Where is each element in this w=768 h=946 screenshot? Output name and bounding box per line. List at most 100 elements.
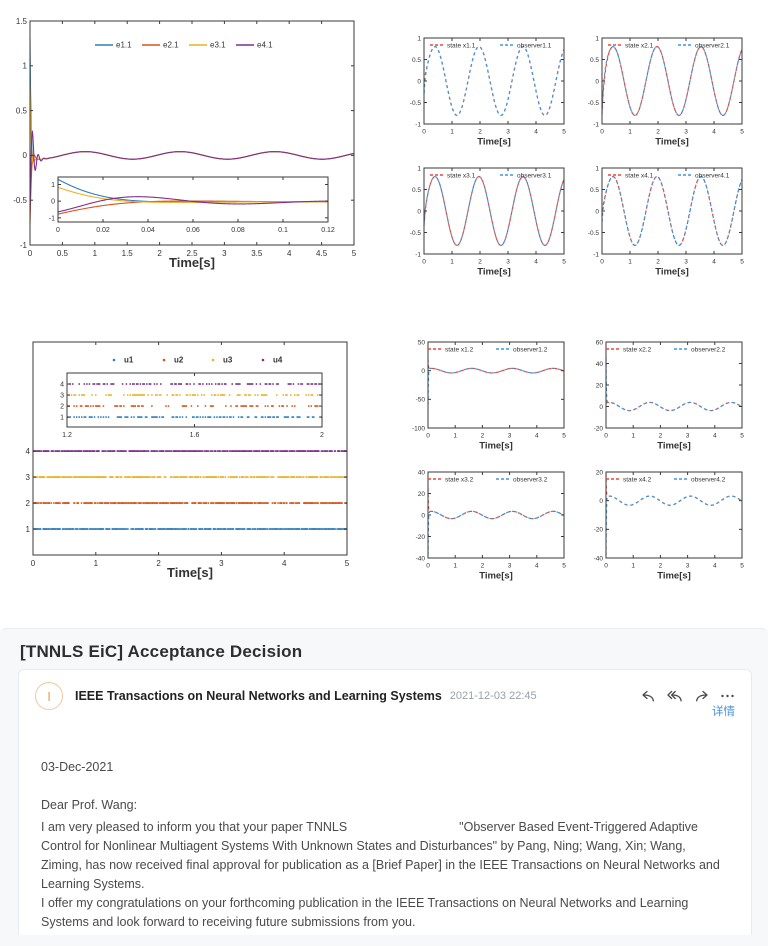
svg-text:1: 1 xyxy=(26,525,31,534)
forward-icon[interactable] xyxy=(694,690,709,702)
email-date: 03-Dec-2021 xyxy=(41,760,114,774)
svg-text:2: 2 xyxy=(478,259,482,266)
svg-text:3: 3 xyxy=(508,433,512,440)
svg-text:0: 0 xyxy=(595,78,599,85)
svg-text:-40: -40 xyxy=(416,555,426,562)
svg-text:-20: -20 xyxy=(594,425,604,432)
svg-text:0.5: 0.5 xyxy=(590,57,599,64)
svg-text:2: 2 xyxy=(659,433,663,440)
svg-text:4.5: 4.5 xyxy=(316,249,328,258)
svg-text:3: 3 xyxy=(686,563,690,570)
svg-text:5: 5 xyxy=(345,559,350,568)
svg-text:Time[s]: Time[s] xyxy=(657,441,691,452)
svg-text:4: 4 xyxy=(535,563,539,570)
svg-text:0.04: 0.04 xyxy=(141,227,155,234)
svg-text:0: 0 xyxy=(31,559,36,568)
svg-text:3: 3 xyxy=(222,249,227,258)
svg-text:observer3.1: observer3.1 xyxy=(517,173,552,180)
svg-text:u3: u3 xyxy=(223,356,233,365)
svg-text:1: 1 xyxy=(595,35,599,42)
figure-state-observer-4-2: 0 1 2 3 4 5 -40 -20 0 20 Time[s] state x4.2 observer… xyxy=(594,469,745,581)
reply-icon[interactable] xyxy=(641,690,656,702)
svg-text:4: 4 xyxy=(712,259,716,266)
svg-text:0: 0 xyxy=(604,433,608,440)
svg-text:4: 4 xyxy=(713,563,717,570)
svg-text:0: 0 xyxy=(51,199,55,206)
svg-text:0: 0 xyxy=(422,259,426,266)
svg-text:-1: -1 xyxy=(415,251,421,258)
svg-text:-0.5: -0.5 xyxy=(410,230,422,237)
svg-text:e4.1: e4.1 xyxy=(257,41,273,50)
svg-text:observer4.1: observer4.1 xyxy=(695,173,730,180)
svg-text:1: 1 xyxy=(628,259,632,266)
svg-text:5: 5 xyxy=(562,129,566,136)
svg-text:0.08: 0.08 xyxy=(231,227,245,234)
avatar-letter: I xyxy=(47,688,51,704)
svg-text:20: 20 xyxy=(418,491,426,498)
svg-text:e1.1: e1.1 xyxy=(116,41,132,50)
svg-text:1: 1 xyxy=(450,129,454,136)
svg-text:1.2: 1.2 xyxy=(62,432,72,439)
email-window: [TNNLS EiC] Acceptance Decision I IEEE T… xyxy=(0,628,768,946)
svg-text:0: 0 xyxy=(56,227,60,234)
email-body: 03-Dec-2021 Dear Prof. Wang: I am very p… xyxy=(19,710,751,932)
svg-text:3: 3 xyxy=(60,392,64,399)
svg-text:1: 1 xyxy=(631,433,635,440)
svg-text:-1: -1 xyxy=(593,251,599,258)
svg-text:0.06: 0.06 xyxy=(186,227,200,234)
svg-text:4: 4 xyxy=(535,433,539,440)
svg-text:1: 1 xyxy=(51,182,55,189)
svg-text:observer4.2: observer4.2 xyxy=(691,477,726,484)
svg-text:1.5: 1.5 xyxy=(122,249,134,258)
svg-text:0: 0 xyxy=(426,563,430,570)
svg-text:1: 1 xyxy=(631,563,635,570)
svg-text:state x1.2: state x1.2 xyxy=(445,347,474,354)
figure-state-observer-1-2: 0 1 2 3 4 5 -100 -50 0 50 Time[s] state x1.2 observe… xyxy=(412,339,566,451)
svg-text:state x4.2: state x4.2 xyxy=(623,477,652,484)
svg-text:2: 2 xyxy=(478,129,482,136)
svg-text:2: 2 xyxy=(659,563,663,570)
svg-text:40: 40 xyxy=(596,361,604,368)
figure-state-observer-2-1: 0 1 2 3 4 5 -1 -0.5 0 0.5 1 Time[s] state x2.1 observ… xyxy=(588,35,744,148)
sender-avatar: I xyxy=(35,682,63,710)
svg-text:0.1: 0.1 xyxy=(278,227,288,234)
svg-text:0: 0 xyxy=(604,563,608,570)
svg-text:1: 1 xyxy=(93,249,98,258)
svg-text:20: 20 xyxy=(596,469,604,476)
svg-text:-1: -1 xyxy=(593,121,599,128)
svg-text:Time[s]: Time[s] xyxy=(479,571,513,582)
svg-text:2: 2 xyxy=(26,499,31,508)
svg-text:4: 4 xyxy=(713,433,717,440)
svg-text:Time[s]: Time[s] xyxy=(477,267,511,278)
svg-text:5: 5 xyxy=(740,259,744,266)
svg-text:-20: -20 xyxy=(416,534,426,541)
svg-text:1: 1 xyxy=(595,165,599,172)
svg-text:0.5: 0.5 xyxy=(412,57,421,64)
svg-text:2: 2 xyxy=(656,129,660,136)
svg-text:1: 1 xyxy=(417,35,421,42)
svg-text:Time[s]: Time[s] xyxy=(655,137,689,148)
svg-text:Time[s]: Time[s] xyxy=(167,565,213,580)
svg-text:0: 0 xyxy=(28,249,33,258)
svg-text:1: 1 xyxy=(628,129,632,136)
svg-text:40: 40 xyxy=(418,469,426,476)
svg-text:u1: u1 xyxy=(124,356,134,365)
svg-text:1: 1 xyxy=(453,433,457,440)
svg-text:3: 3 xyxy=(684,259,688,266)
svg-text:0: 0 xyxy=(417,208,421,215)
svg-text:observer3.2: observer3.2 xyxy=(513,477,548,484)
svg-text:Time[s]: Time[s] xyxy=(169,255,215,270)
svg-text:0: 0 xyxy=(599,498,603,505)
svg-text:2: 2 xyxy=(156,559,161,568)
details-link[interactable]: 详情 xyxy=(712,706,735,718)
svg-text:-1: -1 xyxy=(20,241,28,250)
svg-text:2: 2 xyxy=(320,432,324,439)
svg-text:2: 2 xyxy=(656,259,660,266)
svg-text:4: 4 xyxy=(534,259,538,266)
more-icon[interactable] xyxy=(720,690,735,702)
figure-error-signals: 0 0.5 1 1.5 2 2.5 3 3.5 4 4.5 5 -1 -0.5 0 0.5 1 1.5 Time[… xyxy=(13,17,357,270)
svg-text:2: 2 xyxy=(481,433,485,440)
svg-text:0.5: 0.5 xyxy=(412,187,421,194)
reply-all-icon[interactable] xyxy=(667,690,683,702)
